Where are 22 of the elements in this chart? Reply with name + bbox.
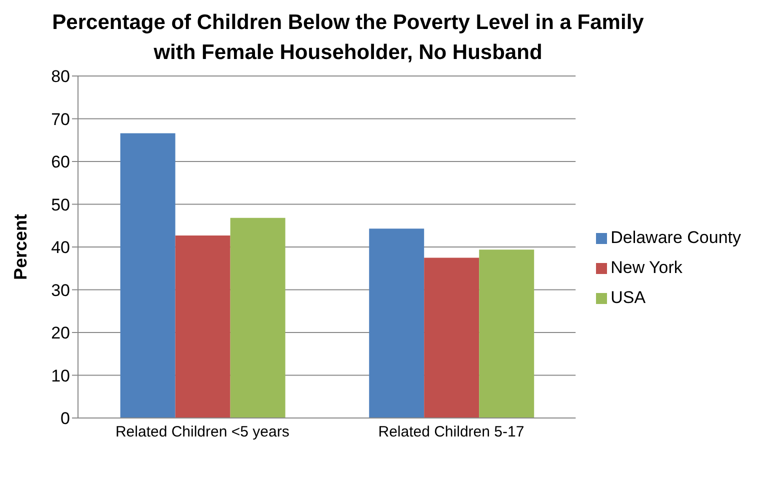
legend-label: New York [610,258,682,277]
y-tick-label: 60 [51,152,70,172]
bar [369,228,424,418]
y-axis-title: Percent [10,214,30,280]
bar [120,133,176,418]
bar [424,258,480,418]
y-tick-label: 0 [60,409,70,428]
y-tick-label: 40 [51,238,70,258]
legend-label: Delaware County [610,228,741,247]
y-tick-label: 50 [51,195,70,214]
x-tick-label: Related Children <5 years [115,424,290,441]
y-tick-label: 70 [51,110,70,129]
y-tick-label: 80 [51,67,70,86]
bar [479,250,534,418]
chart-title: Percentage of Children Below the Poverty Level in a Family with Female Householder, No Husband [51,10,645,66]
y-tick-label: 20 [51,324,70,343]
bar [230,218,286,418]
y-tick-label: 30 [51,280,70,300]
y-tick-label: 10 [51,366,70,386]
legend-label: USA [610,288,646,307]
x-tick-label: Related Children 5-17 [378,424,524,441]
bar [175,235,230,418]
